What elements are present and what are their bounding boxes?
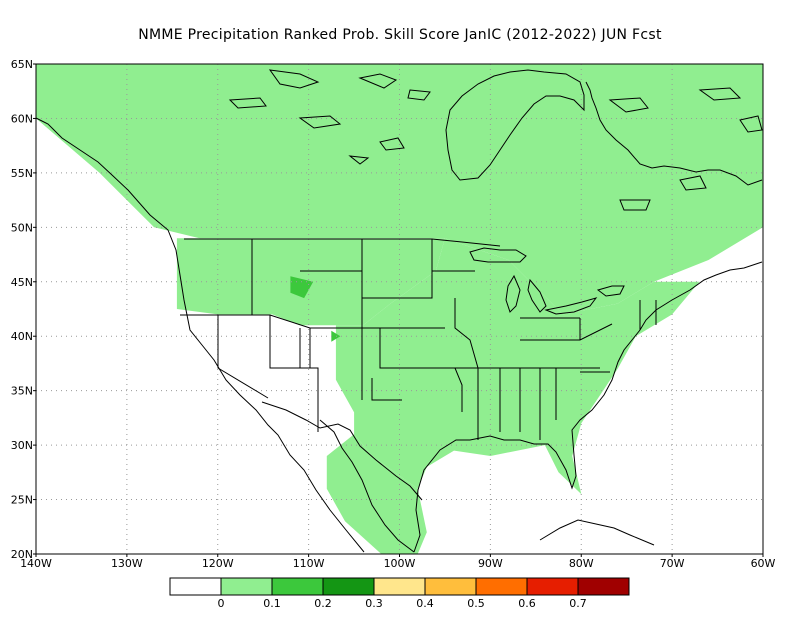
colorbar-label: 0.4	[416, 597, 434, 610]
colorbar-swatch	[373, 577, 426, 596]
colorbar-swatch	[475, 577, 528, 596]
great-lakes	[469, 247, 625, 315]
us-mexico-border	[261, 401, 423, 501]
lat-tick-label: 65N	[11, 58, 33, 71]
colorbar-swatch	[322, 577, 375, 596]
lat-tick-label: 45N	[11, 276, 33, 289]
colorbar-swatch	[577, 577, 630, 596]
colorbar-label: 0.6	[518, 597, 536, 610]
colorbar-label: 0	[218, 597, 225, 610]
lon-tick-label: 120W	[202, 557, 234, 570]
colorbar-swatch	[424, 577, 477, 596]
lat-tick-label: 55N	[11, 167, 33, 180]
shading-region	[326, 434, 427, 554]
lon-tick-label: 80W	[569, 557, 594, 570]
lon-tick-label: 110W	[293, 557, 325, 570]
lon-tick-label: 60W	[751, 557, 776, 570]
colorbar-swatch	[526, 577, 579, 596]
lon-tick-label: 140W	[20, 557, 52, 570]
latitude-tick-labels: 65N 60N 55N 50N 45N 40N 35N 30N 25N 20N	[11, 58, 36, 561]
colorbar: 0 0.1 0.2 0.3 0.4 0.5 0.6 0.7	[169, 577, 630, 610]
lon-tick-label: 70W	[660, 557, 685, 570]
lat-tick-label: 30N	[11, 439, 33, 452]
colorbar-label: 0.3	[365, 597, 383, 610]
lat-tick-label: 35N	[11, 385, 33, 398]
colorbar-label: 0.2	[314, 597, 332, 610]
colorbar-swatch	[169, 577, 222, 596]
colorbar-label: 0.7	[569, 597, 587, 610]
lat-tick-label: 50N	[11, 221, 33, 234]
islands-and-lakes	[228, 69, 763, 211]
colorbar-swatch	[271, 577, 324, 596]
coastline	[35, 69, 763, 553]
lat-tick-label: 25N	[11, 494, 33, 507]
lon-tick-label: 90W	[478, 557, 503, 570]
lon-tick-label: 130W	[111, 557, 143, 570]
state-lines	[180, 239, 657, 440]
chart-title: NMME Precipitation Ranked Prob. Skill Sc…	[138, 27, 662, 43]
lat-tick-label: 40N	[11, 330, 33, 343]
coastline-and-borders	[35, 69, 763, 553]
us-canada-border	[184, 238, 501, 247]
colorbar-label: 0.5	[467, 597, 485, 610]
lat-tick-label: 20N	[11, 548, 33, 561]
longitude-tick-labels: 140W 130W 120W 110W 100W 90W 80W 70W 60W	[20, 554, 776, 570]
shading-region	[331, 330, 341, 342]
colorbar-swatch	[220, 577, 273, 596]
shading-region	[335, 238, 700, 495]
lon-tick-label: 100W	[384, 557, 416, 570]
lat-tick-label: 60N	[11, 112, 33, 125]
colorbar-label: 0.1	[263, 597, 281, 610]
